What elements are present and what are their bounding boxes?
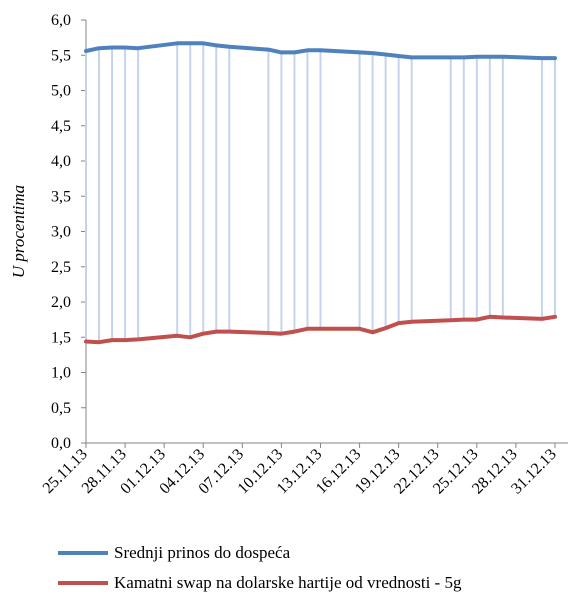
y-tick-labels: 0,0 0,5 1,0 1,5 2,0 2,5 3,0 3,5 4,0 4,5 5,0 5,5 6,0 — [51, 12, 71, 452]
y-tick-label: 2,0 — [51, 294, 71, 311]
y-tick-label: 0,5 — [51, 400, 71, 417]
legend-label: Kamatni swap na dolarske hartije od vred… — [114, 573, 462, 592]
x-tick-labels: 25.11.1328.11.1301.12.1304.12.1307.12.13… — [40, 446, 560, 498]
legend-swatch-red — [58, 581, 108, 585]
series-line-srednji-prinos — [84, 41, 557, 61]
legend: Srednji prinos do dospeća Kamatni swap n… — [58, 538, 461, 598]
legend-item-srednji-prinos: Srednji prinos do dospeća — [58, 538, 461, 568]
y-tick-label: 4,5 — [51, 118, 71, 135]
y-tick-label: 4,0 — [51, 153, 71, 170]
y-tick-label: 3,5 — [51, 188, 71, 205]
legend-swatch-blue — [58, 551, 108, 555]
y-tick-label: 5,0 — [51, 83, 71, 100]
line-chart: 0,00,51,01,52,02,53,03,54,04,55,05,56,0 … — [9, 12, 568, 498]
legend-item-kamatni-swap: Kamatni swap na dolarske hartije od vred… — [58, 568, 461, 598]
y-tick-label: 1,5 — [51, 329, 71, 346]
y-tick-label: 0,0 — [51, 435, 71, 452]
series-line-kamatni-swap — [84, 314, 557, 345]
y-tick-label: 3,0 — [51, 224, 71, 241]
drop-lines — [85, 43, 556, 343]
y-axis-label: U procentima — [9, 185, 28, 278]
axes — [81, 19, 568, 448]
series-lines — [84, 41, 557, 345]
y-tick-label: 1,0 — [51, 365, 71, 382]
legend-label: Srednji prinos do dospeća — [114, 543, 291, 562]
y-tick-label: 5,5 — [51, 47, 71, 64]
y-tick-label: 6,0 — [51, 12, 71, 29]
y-tick-label: 2,5 — [51, 259, 71, 276]
